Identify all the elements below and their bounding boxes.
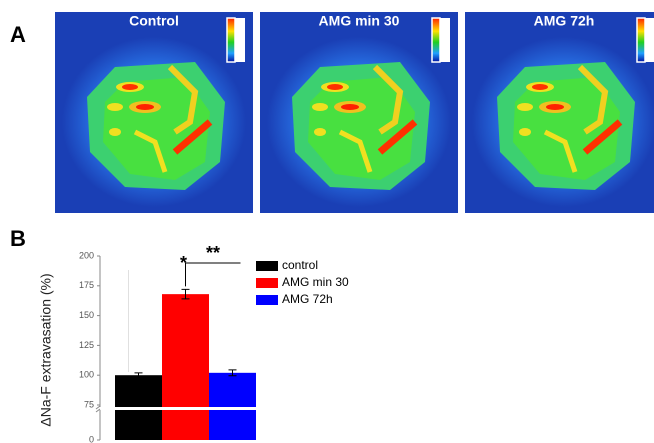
y-tick-label: 0 — [89, 434, 94, 443]
bracket — [186, 263, 241, 286]
heatmap-image — [465, 12, 654, 213]
y-tick-label: 75 — [84, 399, 94, 409]
image-title: Control — [129, 13, 179, 29]
legend-swatch — [256, 295, 278, 305]
legend-swatch — [256, 278, 278, 288]
y-tick-label: 200 — [79, 250, 94, 260]
image-row: Control AMG min 30 AMG 72h — [55, 12, 654, 213]
y-tick-label: 175 — [79, 280, 94, 290]
panel-label: A — [10, 22, 26, 47]
panel-label: B — [10, 226, 26, 251]
y-axis-label: ΔNa-F extravasation (%) — [38, 273, 54, 426]
legend-swatch — [256, 261, 278, 271]
heatmap-image — [260, 12, 458, 213]
legend-label: AMG 72h — [282, 292, 333, 306]
figure: A Control AMG min 30 AMG 72h B ΔNa-F extra… — [0, 0, 654, 443]
bar — [162, 294, 209, 440]
y-tick-label: 100 — [79, 370, 94, 380]
y-tick-label: 150 — [79, 310, 94, 320]
legend-label: control — [282, 258, 318, 272]
annotation: ** — [206, 243, 220, 263]
legend-label: AMG min 30 — [282, 275, 349, 289]
heatmap-image — [55, 12, 253, 213]
y-tick-label: 125 — [79, 340, 94, 350]
image-title: AMG min 30 — [319, 13, 400, 29]
image-title: AMG 72h — [534, 13, 595, 29]
bar — [209, 373, 256, 440]
axis-break — [94, 407, 264, 410]
